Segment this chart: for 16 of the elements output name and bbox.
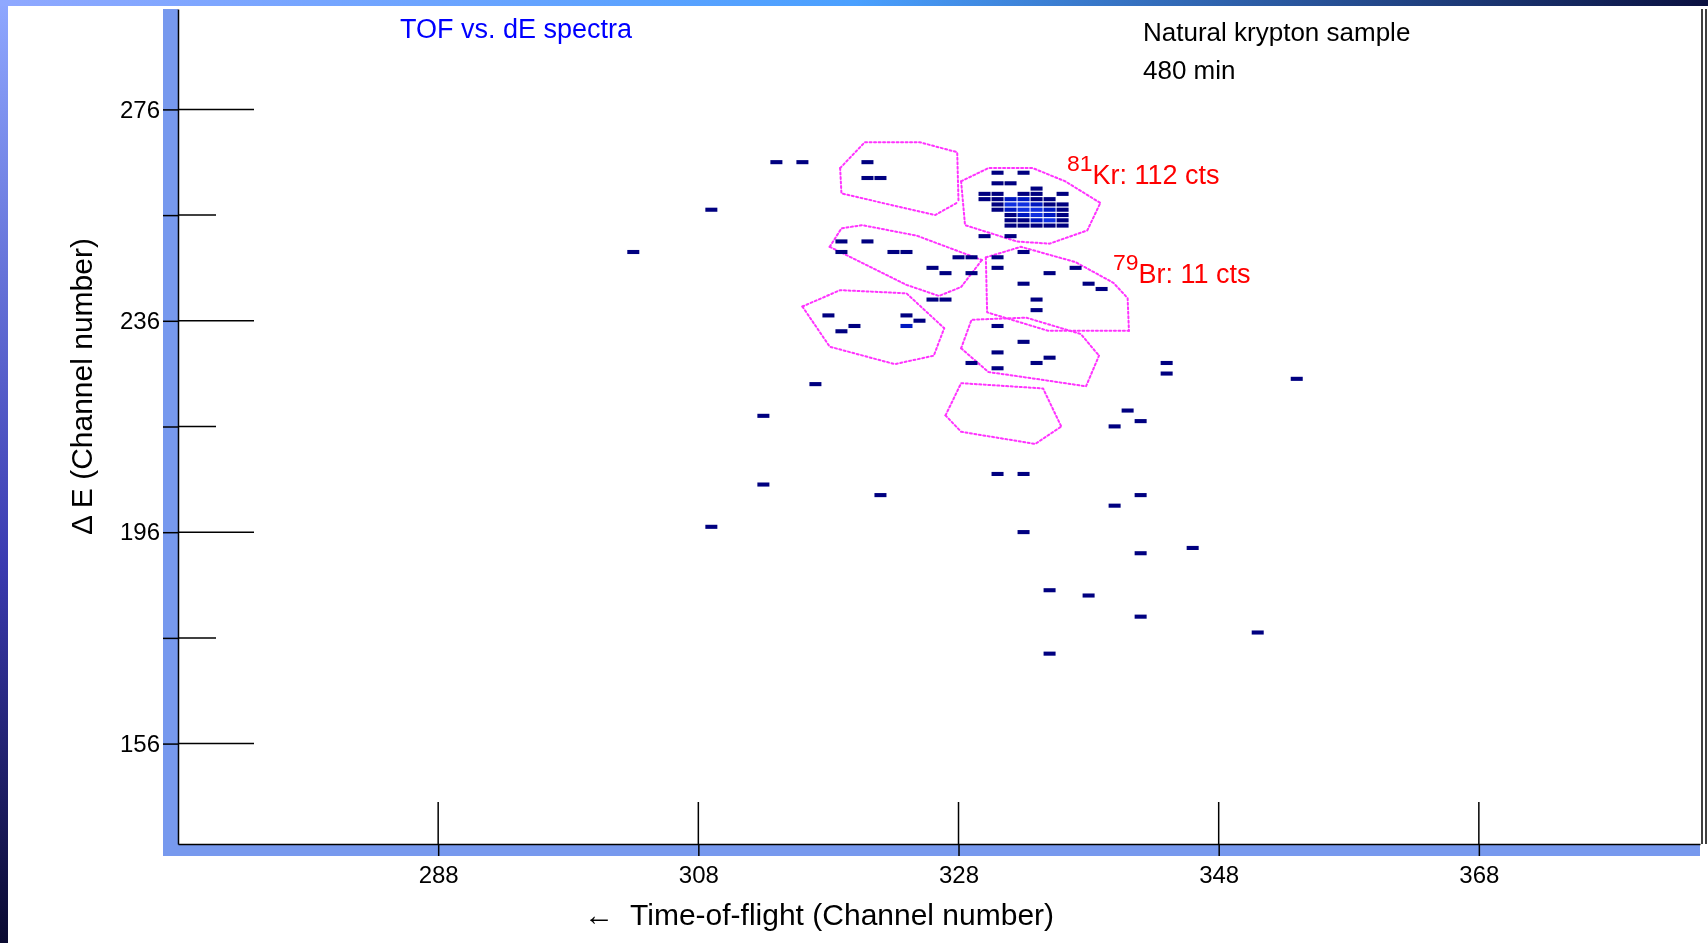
chart-title: TOF vs. dE spectra [400, 14, 634, 44]
x-axis-title: ← Time-of-flight (Channel number) [583, 898, 1055, 931]
y-tick-label: 236 [119, 306, 160, 334]
x-tick-label: 308 [678, 861, 719, 889]
x-tick-label: 368 [1459, 861, 1500, 889]
annotation: Natural krypton sample [1143, 17, 1411, 47]
annotation: $^{79}$Br: 11 cts [1113, 249, 1251, 289]
x-tick-label: 288 [418, 861, 459, 889]
annotation: $^{81}$Kr: 112 cts [1067, 150, 1220, 190]
x-tick-label: 328 [938, 861, 980, 889]
y-tick-label: 156 [119, 729, 160, 757]
x-tick-label: 348 [1199, 861, 1240, 889]
annotation: 480 min [1143, 55, 1236, 85]
y-tick-label: 196 [119, 518, 160, 546]
y-axis-title: Δ E (Channel number) [65, 238, 98, 535]
y-tick-label: 276 [119, 95, 160, 123]
